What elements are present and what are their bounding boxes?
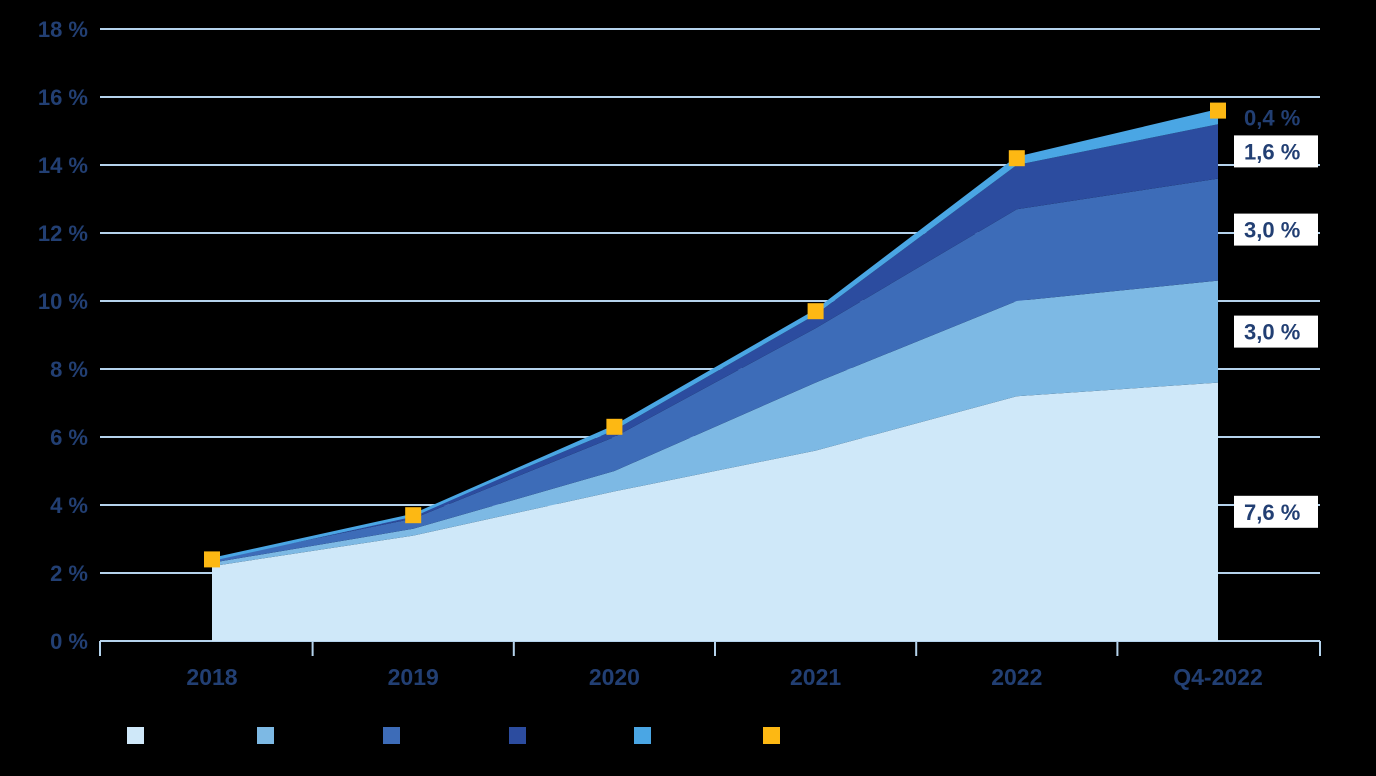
- stacked-areas: [212, 110, 1218, 641]
- y-tick-label: 12 %: [38, 221, 88, 246]
- y-tick-label: 8 %: [50, 357, 88, 382]
- x-axis-labels: 2018 2019 2020 2021 2022 Q4-2022: [186, 664, 1262, 690]
- annotation-value: 3,0 %: [1244, 320, 1300, 345]
- series-2-light-blue: [212, 280, 1218, 567]
- y-axis-labels: 0 % 2 % 4 % 6 % 8 % 10 % 12 % 14 % 16 % 18 %: [38, 17, 88, 654]
- x-category-label: 2018: [186, 664, 237, 690]
- total-marker: [1008, 150, 1025, 167]
- legend-swatch-2: [257, 727, 274, 744]
- x-category-label: Q4-2022: [1173, 664, 1263, 690]
- total-marker: [204, 551, 220, 568]
- annotation-value: 0,4 %: [1244, 105, 1300, 130]
- legend-swatch-1: [127, 727, 144, 744]
- y-tick-label: 10 %: [38, 289, 88, 314]
- y-tick-label: 0 %: [50, 629, 88, 654]
- y-tick-label: 16 %: [38, 85, 88, 110]
- total-marker: [807, 303, 824, 320]
- annotation-value: 7,6 %: [1244, 500, 1300, 525]
- legend-swatch-3: [383, 727, 400, 744]
- total-marker: [606, 418, 623, 435]
- total-marker: [1210, 102, 1226, 119]
- series-1-lightest-blue: [212, 382, 1218, 641]
- annotation-value: 3,0 %: [1244, 218, 1300, 243]
- x-category-label: 2021: [790, 664, 841, 690]
- y-tick-label: 6 %: [50, 425, 88, 450]
- legend-swatch-5: [634, 727, 651, 744]
- y-tick-label: 2 %: [50, 561, 88, 586]
- annotation-box: [1234, 213, 1318, 246]
- legend-swatch-4: [509, 727, 526, 744]
- total-marker: [405, 507, 422, 524]
- y-tick-label: 18 %: [38, 17, 88, 42]
- total-line: [211, 109, 1219, 561]
- annotation-box: [1234, 315, 1318, 348]
- x-category-label: 2022: [991, 664, 1042, 690]
- x-category-label: 2019: [388, 664, 439, 690]
- y-tick-label: 4 %: [50, 493, 88, 518]
- annotation-value: 1,6 %: [1244, 139, 1300, 164]
- annotation-box: [1234, 495, 1318, 528]
- legend-swatch-6: [763, 727, 780, 744]
- x-category-label: 2020: [589, 664, 640, 690]
- annotation-box: [1234, 135, 1318, 168]
- series-4-navy-blue: [212, 124, 1218, 560]
- total-markers: [204, 102, 1226, 568]
- total-line-path: [211, 109, 1219, 561]
- y-tick-label: 14 %: [38, 153, 88, 178]
- series-3-royal-blue: [212, 178, 1218, 563]
- value-annotations: 0,4 % 1,6 % 3,0 % 3,0 % 7,6 %: [1234, 105, 1318, 528]
